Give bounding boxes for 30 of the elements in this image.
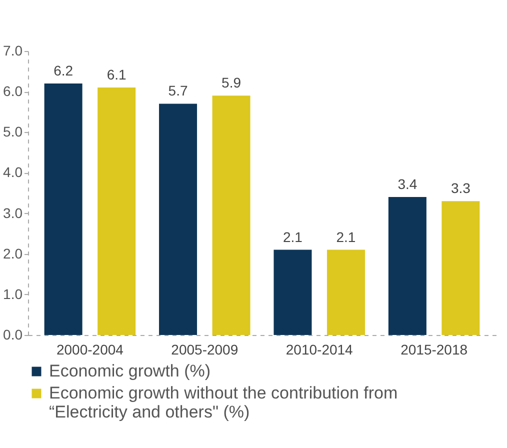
x-tick-label: 2015-2018 bbox=[400, 342, 468, 358]
data-label: 5.9 bbox=[222, 74, 242, 91]
data-label: 5.7 bbox=[168, 82, 188, 99]
y-tick-label: 5.0 bbox=[3, 124, 23, 140]
bar bbox=[44, 83, 82, 335]
data-label: 6.1 bbox=[106, 66, 127, 83]
bar bbox=[388, 197, 426, 335]
x-tick-label: 2005-2009 bbox=[171, 342, 238, 358]
bar bbox=[212, 96, 250, 335]
bar bbox=[442, 201, 480, 335]
bar bbox=[326, 250, 365, 335]
data-label: 3.4 bbox=[398, 176, 418, 192]
data-label: 3.3 bbox=[450, 180, 471, 196]
x-tick-label: 2000-2004 bbox=[56, 342, 124, 358]
y-tick-label: 2.0 bbox=[3, 245, 23, 262]
bar bbox=[274, 250, 312, 335]
bar bbox=[98, 88, 136, 335]
data-label: 6.2 bbox=[54, 62, 74, 78]
y-tick-label: 4.0 bbox=[3, 164, 23, 180]
bar bbox=[159, 104, 198, 335]
y-tick-label: 7.0 bbox=[3, 42, 23, 58]
legend-label: Economic growth (%) bbox=[49, 362, 211, 380]
legend-label: Economic growth without the contribution from “Electricity and others" (%) bbox=[49, 384, 398, 422]
y-tick-label: 1.0 bbox=[3, 286, 23, 302]
data-label: 2.1 bbox=[336, 228, 356, 245]
y-tick-label: 3.0 bbox=[3, 204, 23, 221]
x-tick-label: 2010-2014 bbox=[286, 342, 354, 358]
y-tick-label: 6.0 bbox=[3, 83, 23, 100]
data-label: 2.1 bbox=[282, 228, 303, 245]
y-tick-label: 0.0 bbox=[3, 326, 23, 342]
